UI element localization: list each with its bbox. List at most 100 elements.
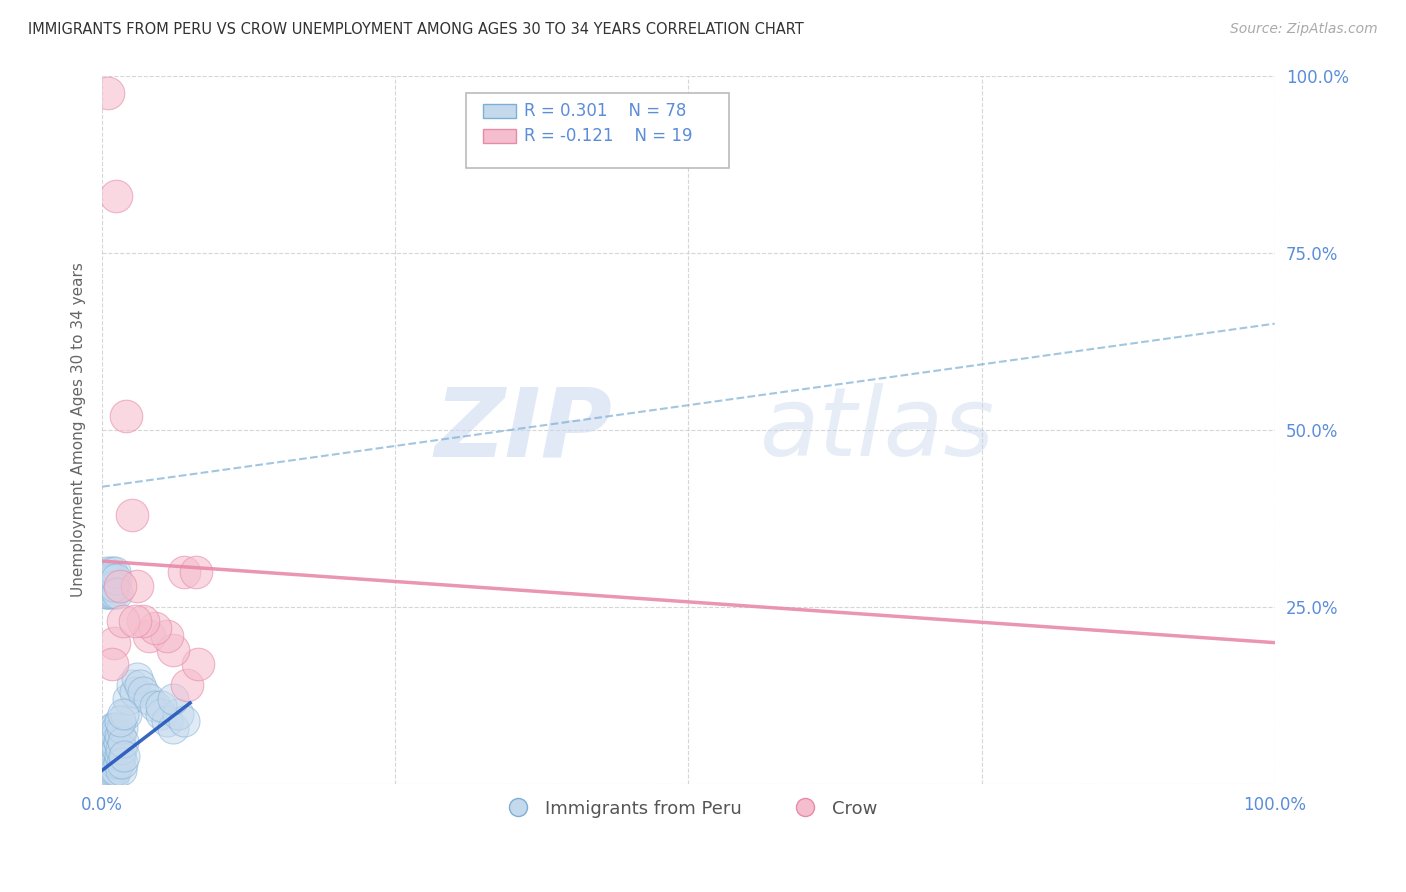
Point xyxy=(94,572,117,586)
Point xyxy=(110,764,132,778)
Point xyxy=(121,678,143,692)
Point xyxy=(103,764,125,778)
Point xyxy=(97,728,120,742)
Point xyxy=(162,642,184,657)
Point xyxy=(100,764,122,778)
Point xyxy=(100,742,122,756)
Point xyxy=(105,764,128,778)
Point xyxy=(162,692,184,706)
Point xyxy=(100,572,122,586)
Point xyxy=(112,735,135,749)
Point xyxy=(101,728,124,742)
Point xyxy=(104,565,127,579)
Point xyxy=(156,714,179,728)
Point xyxy=(93,764,115,778)
Point xyxy=(97,742,120,756)
Point xyxy=(100,579,122,593)
Text: ZIP: ZIP xyxy=(434,384,612,476)
Point xyxy=(103,721,125,735)
Point xyxy=(114,706,136,721)
Point xyxy=(101,579,124,593)
Point xyxy=(100,565,122,579)
Point xyxy=(94,749,117,764)
Point xyxy=(105,728,128,742)
Point xyxy=(103,586,125,600)
FancyBboxPatch shape xyxy=(465,94,730,168)
Point xyxy=(110,742,132,756)
Point xyxy=(97,87,120,101)
Point xyxy=(167,706,190,721)
Text: R = -0.121    N = 19: R = -0.121 N = 19 xyxy=(524,127,693,145)
Point xyxy=(100,586,122,600)
Point xyxy=(103,635,125,649)
Bar xyxy=(484,103,516,118)
Point xyxy=(100,749,122,764)
Point xyxy=(94,770,117,784)
Point xyxy=(111,721,134,735)
Point xyxy=(103,742,125,756)
Point xyxy=(127,579,149,593)
Point xyxy=(124,685,146,699)
Point xyxy=(162,721,184,735)
Point xyxy=(176,678,198,692)
Point xyxy=(98,586,121,600)
Point xyxy=(100,721,122,735)
Point xyxy=(96,770,118,784)
Point xyxy=(138,692,160,706)
Point xyxy=(108,579,131,593)
Point xyxy=(107,742,129,756)
Point xyxy=(127,671,149,685)
Point xyxy=(93,579,115,593)
Point xyxy=(94,586,117,600)
Point xyxy=(98,770,121,784)
Point xyxy=(114,409,136,423)
Point xyxy=(96,756,118,771)
Bar xyxy=(484,128,516,143)
Point xyxy=(98,735,121,749)
Point xyxy=(96,735,118,749)
Point xyxy=(101,770,124,784)
Point xyxy=(124,615,146,629)
Point xyxy=(107,756,129,771)
Point xyxy=(101,749,124,764)
Y-axis label: Unemployment Among Ages 30 to 34 years: Unemployment Among Ages 30 to 34 years xyxy=(72,262,86,598)
Point xyxy=(132,685,155,699)
Point xyxy=(98,756,121,771)
Point xyxy=(138,629,160,643)
Point xyxy=(156,629,179,643)
Point xyxy=(98,579,121,593)
Text: IMMIGRANTS FROM PERU VS CROW UNEMPLOYMENT AMONG AGES 30 TO 34 YEARS CORRELATION : IMMIGRANTS FROM PERU VS CROW UNEMPLOYMEN… xyxy=(28,22,804,37)
Point xyxy=(112,706,135,721)
Point xyxy=(105,189,128,203)
Point xyxy=(121,508,143,522)
Point xyxy=(143,622,166,636)
Text: Source: ZipAtlas.com: Source: ZipAtlas.com xyxy=(1230,22,1378,37)
Point xyxy=(103,579,125,593)
Point xyxy=(128,678,150,692)
Point xyxy=(101,572,124,586)
Point xyxy=(96,565,118,579)
Point xyxy=(104,735,127,749)
Point xyxy=(149,706,172,721)
Point xyxy=(97,764,120,778)
Point xyxy=(104,756,127,771)
Text: R = 0.301    N = 78: R = 0.301 N = 78 xyxy=(524,102,686,120)
Point xyxy=(117,692,139,706)
Point xyxy=(111,756,134,771)
Point xyxy=(105,572,128,586)
Point xyxy=(100,764,122,778)
Point xyxy=(100,728,122,742)
Point xyxy=(108,714,131,728)
Point xyxy=(96,586,118,600)
Point xyxy=(114,749,136,764)
Point xyxy=(173,714,195,728)
Point xyxy=(108,749,131,764)
Point xyxy=(187,657,209,671)
Point xyxy=(149,699,172,714)
Text: atlas: atlas xyxy=(759,384,994,476)
Point xyxy=(132,615,155,629)
Point xyxy=(173,565,195,579)
Point xyxy=(107,586,129,600)
Point xyxy=(100,657,122,671)
Legend: Immigrants from Peru, Crow: Immigrants from Peru, Crow xyxy=(492,793,884,825)
